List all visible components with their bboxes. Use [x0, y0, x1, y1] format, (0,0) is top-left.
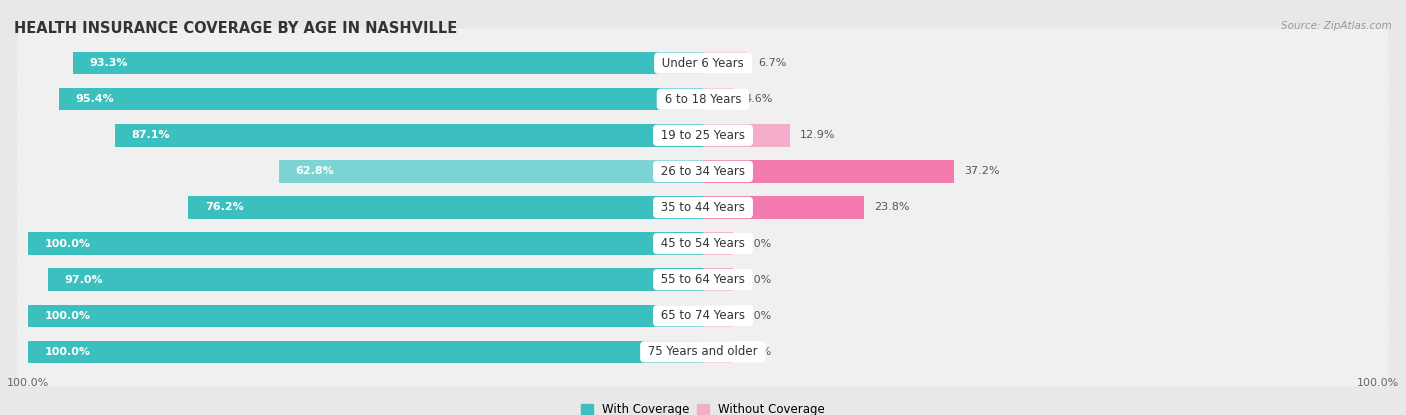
Bar — [28, 305, 703, 327]
Bar — [73, 52, 703, 74]
Text: 62.8%: 62.8% — [295, 166, 335, 176]
Bar — [703, 341, 734, 363]
Text: 45 to 54 Years: 45 to 54 Years — [657, 237, 749, 250]
Bar — [115, 124, 703, 146]
Bar — [703, 196, 863, 219]
FancyBboxPatch shape — [17, 245, 1389, 314]
Text: 6.7%: 6.7% — [758, 58, 787, 68]
Text: 75 Years and older: 75 Years and older — [644, 345, 762, 358]
Bar — [28, 341, 703, 363]
Bar — [703, 269, 734, 291]
FancyBboxPatch shape — [17, 137, 1389, 206]
Text: 76.2%: 76.2% — [205, 203, 245, 212]
Bar — [59, 88, 703, 110]
Legend: With Coverage, Without Coverage: With Coverage, Without Coverage — [576, 398, 830, 415]
Bar — [48, 269, 703, 291]
Bar — [703, 305, 734, 327]
Text: Under 6 Years: Under 6 Years — [658, 57, 748, 70]
Bar — [703, 88, 734, 110]
Text: 26 to 34 Years: 26 to 34 Years — [657, 165, 749, 178]
FancyBboxPatch shape — [17, 65, 1389, 134]
Text: 19 to 25 Years: 19 to 25 Years — [657, 129, 749, 142]
FancyBboxPatch shape — [17, 209, 1389, 278]
FancyBboxPatch shape — [17, 281, 1389, 350]
Text: 4.6%: 4.6% — [744, 94, 772, 104]
Text: 0.0%: 0.0% — [744, 239, 772, 249]
Text: 35 to 44 Years: 35 to 44 Years — [657, 201, 749, 214]
Text: 100.0%: 100.0% — [45, 239, 90, 249]
Text: 97.0%: 97.0% — [65, 275, 104, 285]
Bar — [703, 232, 734, 255]
FancyBboxPatch shape — [17, 317, 1389, 386]
Text: Source: ZipAtlas.com: Source: ZipAtlas.com — [1281, 21, 1392, 31]
Text: 3.0%: 3.0% — [744, 275, 772, 285]
Text: 95.4%: 95.4% — [76, 94, 114, 104]
Bar — [188, 196, 703, 219]
Text: 12.9%: 12.9% — [800, 130, 835, 140]
Text: 37.2%: 37.2% — [965, 166, 1000, 176]
Bar — [703, 124, 790, 146]
FancyBboxPatch shape — [17, 173, 1389, 242]
Text: 100.0%: 100.0% — [45, 347, 90, 357]
Text: 0.0%: 0.0% — [744, 311, 772, 321]
Bar — [28, 232, 703, 255]
FancyBboxPatch shape — [17, 101, 1389, 170]
Text: HEALTH INSURANCE COVERAGE BY AGE IN NASHVILLE: HEALTH INSURANCE COVERAGE BY AGE IN NASH… — [14, 21, 457, 36]
Text: 65 to 74 Years: 65 to 74 Years — [657, 309, 749, 322]
Text: 93.3%: 93.3% — [90, 58, 128, 68]
Text: 100.0%: 100.0% — [45, 311, 90, 321]
Text: 87.1%: 87.1% — [132, 130, 170, 140]
Text: 55 to 64 Years: 55 to 64 Years — [657, 273, 749, 286]
Bar — [703, 52, 748, 74]
Bar — [278, 160, 703, 183]
Text: 23.8%: 23.8% — [875, 203, 910, 212]
Text: 0.0%: 0.0% — [744, 347, 772, 357]
Bar — [703, 160, 955, 183]
Text: 6 to 18 Years: 6 to 18 Years — [661, 93, 745, 106]
FancyBboxPatch shape — [17, 29, 1389, 98]
